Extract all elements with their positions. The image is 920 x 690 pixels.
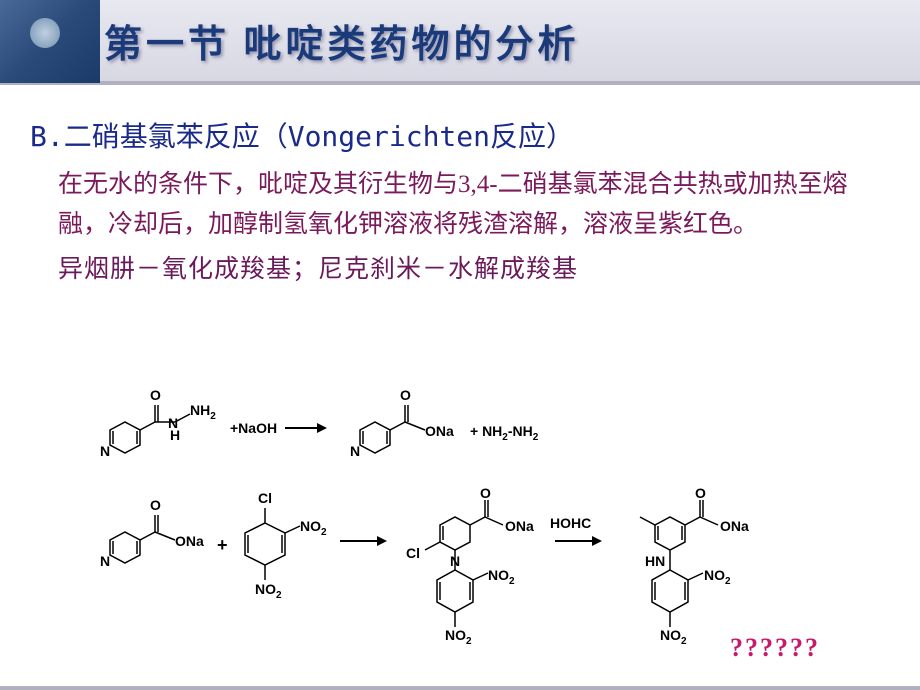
atom-o: O bbox=[150, 387, 161, 403]
atom-ona: ONa bbox=[425, 423, 454, 439]
atom-n: N bbox=[450, 553, 460, 569]
atom-o: O bbox=[695, 485, 706, 501]
reaction-arrow-3 bbox=[555, 540, 600, 542]
atom-no2: NO2 bbox=[704, 567, 731, 587]
atom-n: N bbox=[100, 553, 110, 569]
atom-n: N bbox=[350, 443, 360, 459]
hohc-label: HOHC bbox=[550, 515, 591, 531]
atom-o: O bbox=[150, 497, 161, 513]
reagent-naoh: +NaOH bbox=[230, 420, 277, 436]
reaction-arrow-1 bbox=[285, 427, 325, 429]
atom-h: H bbox=[170, 427, 180, 443]
section-body: 在无水的条件下，吡啶及其衍生物与3,4-二硝基氯苯混合共热或加热至熔融，冷却后，… bbox=[30, 165, 890, 245]
atom-ona: ONa bbox=[720, 518, 749, 534]
plus-sign: + bbox=[217, 535, 228, 556]
atom-o: O bbox=[400, 387, 411, 403]
byproduct: + NH2-NH2 bbox=[470, 423, 538, 443]
atom-no2: NO2 bbox=[660, 627, 687, 647]
footer-divider bbox=[0, 686, 920, 690]
atom-nh2: NH2 bbox=[190, 402, 216, 422]
question-marks: ?????? bbox=[730, 633, 820, 663]
atom-cl: Cl bbox=[406, 545, 420, 561]
slide-content: B.二硝基氯苯反应（Vongerichten反应） 在无水的条件下，吡啶及其衍生… bbox=[0, 85, 920, 295]
atom-ona: ONa bbox=[175, 533, 204, 549]
atom-hn: HN bbox=[645, 553, 665, 569]
section-note: 异烟肼－氧化成羧基；尼克刹米－水解成羧基 bbox=[30, 249, 890, 285]
atom-no2: NO2 bbox=[488, 567, 515, 587]
atom-cl: Cl bbox=[258, 490, 272, 506]
atom-ona: ONa bbox=[505, 518, 534, 534]
atom-o: O bbox=[480, 485, 491, 501]
section-heading: B.二硝基氯苯反应（Vongerichten反应） bbox=[30, 115, 890, 155]
slide-title: 第一节 吡啶类药物的分析 bbox=[100, 13, 920, 68]
atom-no2: NO2 bbox=[445, 627, 472, 647]
atom-no2: NO2 bbox=[300, 518, 327, 538]
reaction-arrow-2 bbox=[340, 540, 385, 542]
slide-header: 第一节 吡啶类药物的分析 bbox=[0, 0, 920, 85]
atom-n: N bbox=[100, 443, 110, 459]
header-thumbnail bbox=[0, 0, 100, 83]
atom-no2: NO2 bbox=[255, 581, 282, 601]
chemical-reaction-diagram: N O N H NH2 +NaOH N O ONa + NH2-NH2 N O … bbox=[90, 375, 870, 675]
